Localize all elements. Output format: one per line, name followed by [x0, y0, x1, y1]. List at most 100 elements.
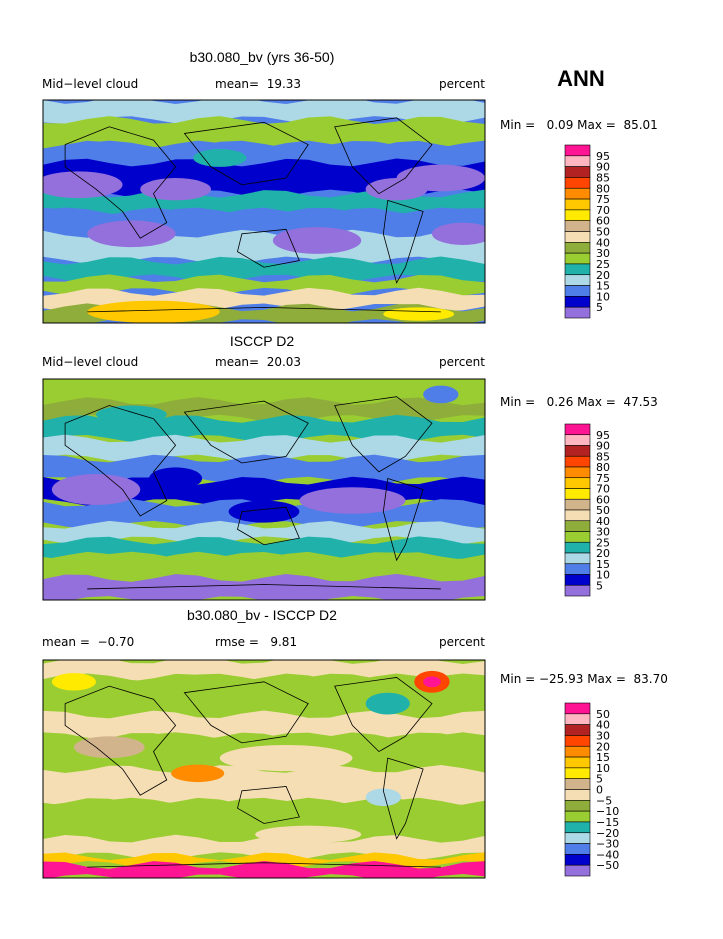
panel-title: b30.080_bv (yrs 36-50) [190, 49, 335, 65]
map-blob [87, 220, 176, 248]
colorbar-label: 90 [596, 440, 610, 453]
colorbar-label: 50 [596, 226, 610, 239]
colorbar-box [564, 724, 591, 736]
coastline [64, 405, 177, 517]
map-blob [423, 676, 441, 688]
colorbar-label: 85 [596, 450, 610, 463]
min-max: Min = 0.09 Max = 85.01 [500, 118, 658, 132]
map-blob [255, 825, 362, 844]
colorbar-label: 70 [596, 204, 610, 217]
colorbar-box [564, 198, 591, 211]
colorbar-box [564, 702, 591, 715]
map-blob [87, 300, 220, 323]
panel-title: b30.080_bv - ISCCP D2 [187, 607, 337, 623]
colorbar-label: 30 [596, 247, 610, 260]
colorbar-box [564, 209, 591, 221]
colorbar-box [564, 552, 591, 565]
colorbar-label: 30 [596, 729, 610, 742]
colorbar-label: 50 [596, 504, 610, 517]
colorbar-label: 30 [596, 526, 610, 539]
colorbar-box [564, 423, 591, 436]
coastline [334, 396, 433, 473]
map-shade [43, 551, 485, 582]
coastline [183, 121, 309, 186]
center-label: mean= 20.03 [215, 355, 301, 369]
right-label: percent [439, 355, 485, 369]
center-label: rmse = 9.81 [215, 635, 297, 649]
colorbar-box [564, 756, 591, 769]
map-blob [365, 178, 428, 201]
colorbar-label: 40 [596, 719, 610, 732]
colorbar-box [564, 488, 591, 500]
colorbar-box [564, 252, 591, 265]
colorbar-label: 10 [596, 290, 610, 303]
map [43, 379, 485, 600]
colorbar-box [564, 455, 591, 468]
coastline [183, 681, 309, 744]
right-label: percent [439, 77, 485, 91]
colorbar-box [564, 263, 591, 276]
left-label: Mid−level cloud [42, 77, 138, 91]
colorbar-label: 40 [596, 515, 610, 528]
colorbar-box [564, 177, 591, 189]
coastline [237, 506, 300, 546]
colorbar-box [564, 864, 591, 877]
colorbar-box [564, 155, 591, 167]
colorbar-label: −40 [596, 848, 619, 861]
map-blob [383, 307, 455, 321]
colorbar-box [564, 713, 591, 725]
map-frame [42, 659, 486, 879]
map-shade [43, 140, 485, 167]
colorbar-label: 80 [596, 182, 610, 195]
colorbar-label: 75 [596, 193, 610, 206]
map-blob [171, 764, 225, 783]
map [43, 100, 485, 323]
map-blob [365, 788, 402, 807]
colorbar-label: 60 [596, 215, 610, 228]
coastline [382, 199, 424, 284]
coastline [87, 306, 441, 313]
colorbar-label: −30 [596, 838, 619, 851]
coastline [64, 685, 177, 796]
colorbar-label: 0 [596, 784, 603, 797]
colorbar-label: 20 [596, 547, 610, 560]
min-max: Min = −25.93 Max = 83.70 [500, 672, 668, 686]
colorbar-box [564, 509, 591, 522]
colorbar-label: 75 [596, 472, 610, 485]
colorbar-box [564, 584, 591, 597]
map-frame [42, 378, 486, 601]
colorbar-box [564, 520, 591, 532]
colorbar-label: 25 [596, 258, 610, 271]
colorbar-label: −10 [596, 805, 619, 818]
panel-title: ISCCP D2 [230, 333, 295, 349]
colorbar-box [564, 220, 591, 232]
colorbar-box [564, 745, 591, 758]
colorbar-box [564, 800, 591, 812]
colorbar-box [564, 445, 591, 457]
map-shade [43, 573, 485, 600]
colorbar-label: 70 [596, 483, 610, 496]
colorbar-label: 10 [596, 762, 610, 775]
colorbar-box [564, 531, 591, 543]
season-label: ANN [557, 66, 605, 91]
coastline [87, 584, 441, 590]
colorbar-box [564, 735, 591, 747]
map-blob [423, 385, 459, 404]
colorbar-label: 60 [596, 493, 610, 506]
map-blob [365, 692, 410, 715]
map-blob [140, 178, 211, 201]
colorbar-box [564, 843, 591, 855]
colorbar-box [564, 498, 591, 511]
left-label: Mid−level cloud [42, 355, 138, 369]
colorbar-label: 15 [596, 280, 610, 293]
colorbar-label: 20 [596, 269, 610, 282]
colorbar-box [564, 285, 591, 297]
map-frame [42, 99, 486, 324]
colorbar-box [564, 778, 591, 790]
map-shade [43, 710, 485, 741]
coastline [64, 126, 177, 239]
map-blob [73, 736, 145, 759]
colorbar-box [564, 574, 591, 586]
coastline [382, 757, 424, 840]
map-shade [43, 520, 485, 545]
